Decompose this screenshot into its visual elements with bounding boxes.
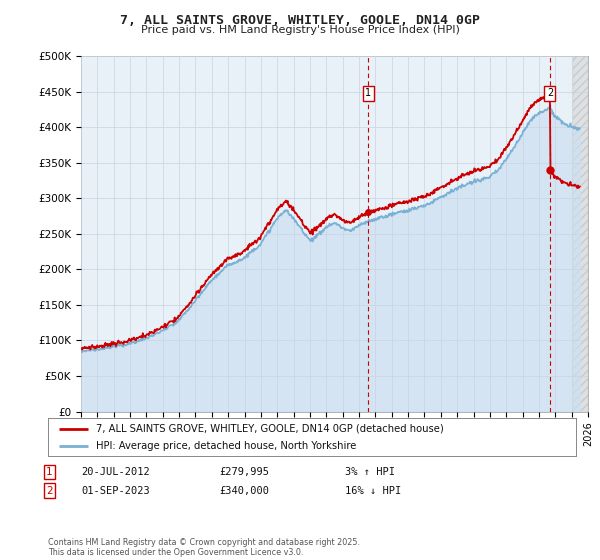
Text: 3% ↑ HPI: 3% ↑ HPI	[345, 467, 395, 477]
Text: HPI: Average price, detached house, North Yorkshire: HPI: Average price, detached house, Nort…	[95, 441, 356, 451]
Text: £279,995: £279,995	[219, 467, 269, 477]
Text: 7, ALL SAINTS GROVE, WHITLEY, GOOLE, DN14 0GP (detached house): 7, ALL SAINTS GROVE, WHITLEY, GOOLE, DN1…	[95, 424, 443, 434]
Text: Price paid vs. HM Land Registry's House Price Index (HPI): Price paid vs. HM Land Registry's House …	[140, 25, 460, 35]
Text: 2: 2	[46, 486, 53, 496]
Text: 7, ALL SAINTS GROVE, WHITLEY, GOOLE, DN14 0GP: 7, ALL SAINTS GROVE, WHITLEY, GOOLE, DN1…	[120, 14, 480, 27]
Text: 20-JUL-2012: 20-JUL-2012	[81, 467, 150, 477]
Text: £340,000: £340,000	[219, 486, 269, 496]
Bar	[573, 56, 588, 412]
Text: 2: 2	[547, 88, 553, 99]
Text: 01-SEP-2023: 01-SEP-2023	[81, 486, 150, 496]
Text: 1: 1	[46, 467, 53, 477]
Text: 1: 1	[365, 88, 371, 99]
Text: Contains HM Land Registry data © Crown copyright and database right 2025.
This d: Contains HM Land Registry data © Crown c…	[48, 538, 360, 557]
Text: 16% ↓ HPI: 16% ↓ HPI	[345, 486, 401, 496]
